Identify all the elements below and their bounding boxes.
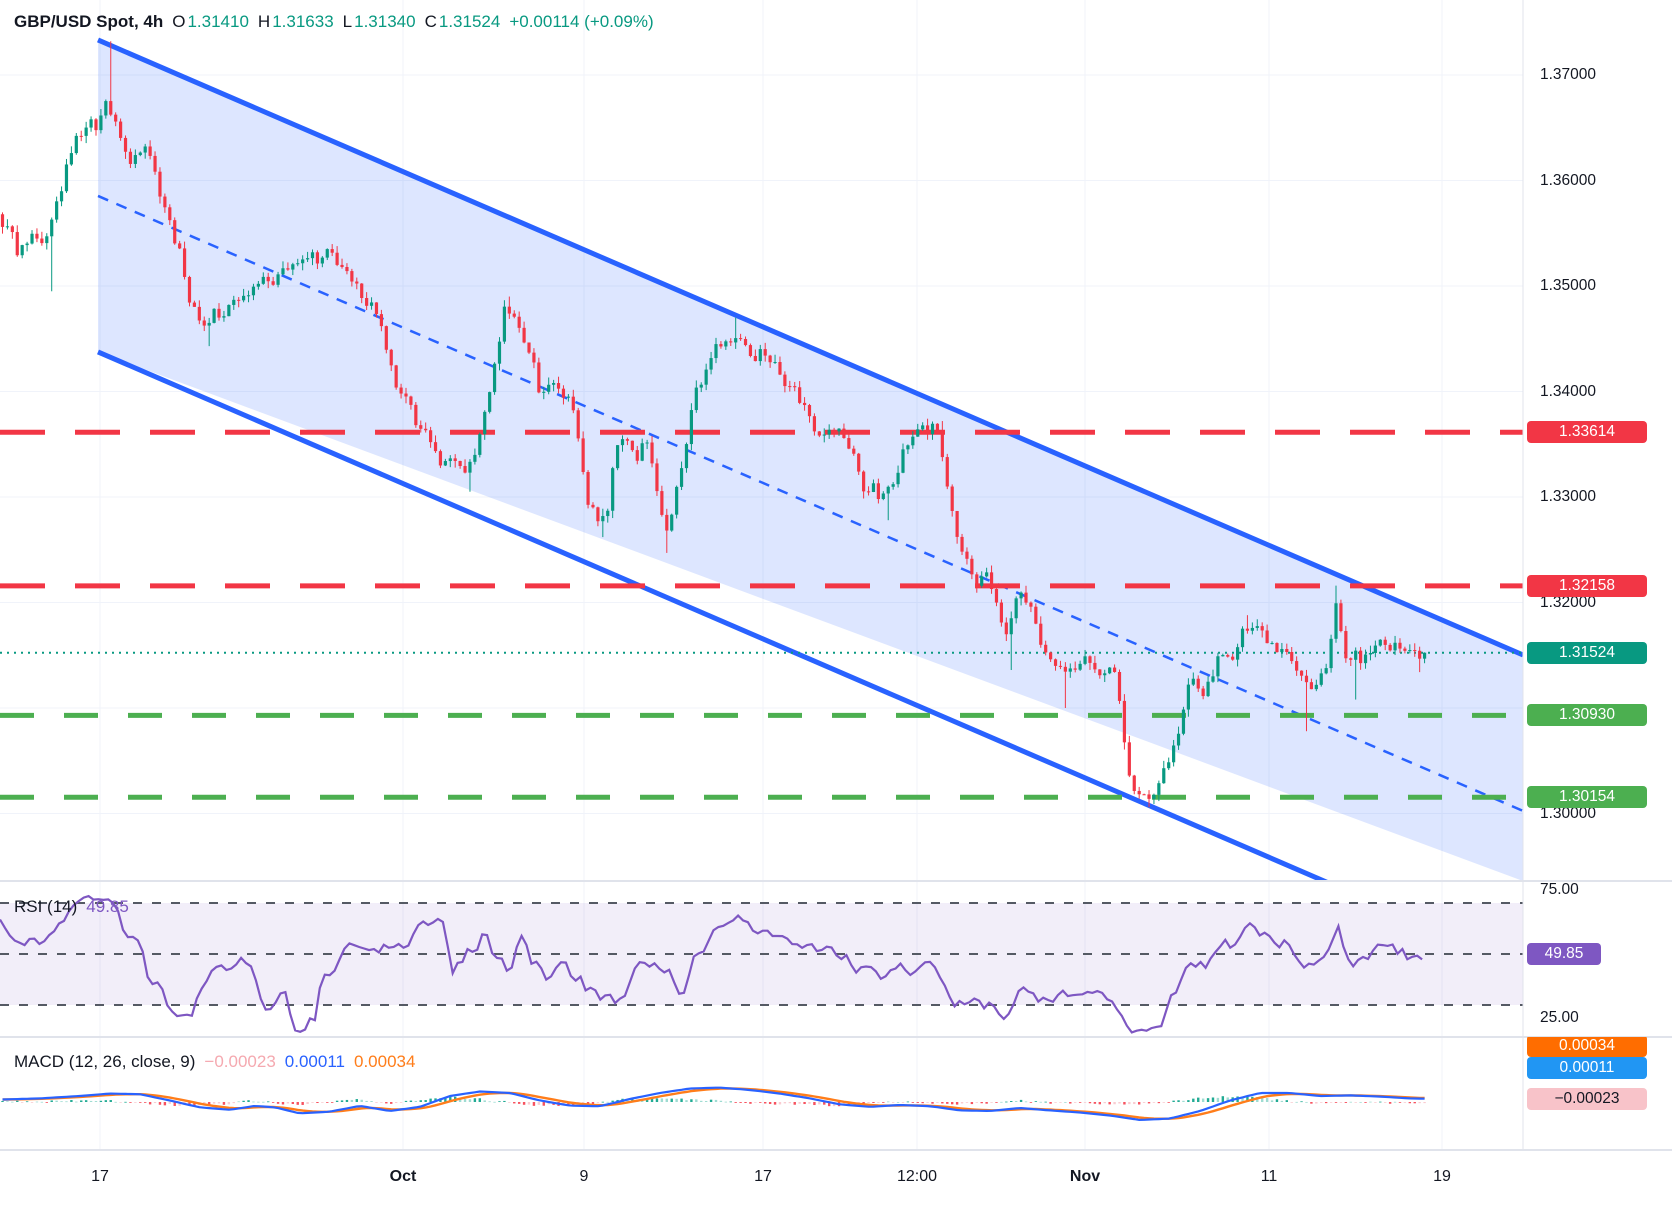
rsi-legend: RSI (14) 49.85	[14, 897, 129, 917]
rsi-label[interactable]: RSI (14)	[14, 897, 78, 916]
rsi-axis-label-75.00: 75.00	[1540, 881, 1579, 899]
price-label-1.30000: 1.30000	[1540, 804, 1597, 822]
current-price-badge: 1.31524	[1527, 641, 1647, 664]
channel-upper-line	[97, 37, 1523, 658]
support-2-badge: 1.30154	[1527, 786, 1647, 809]
time-tick-19: 19	[1433, 1168, 1451, 1185]
price-label-1.35000: 1.35000	[1540, 277, 1597, 294]
resistance-1-badge: 1.33614	[1527, 421, 1647, 444]
time-tick-Oct: Oct	[389, 1168, 417, 1185]
rsi-value-badge: 49.85	[1527, 943, 1601, 966]
time-tick-17: 17	[754, 1168, 772, 1185]
price-label-1.33000: 1.33000	[1540, 488, 1597, 505]
rsi-axis-label-25.00: 25.00	[1540, 1008, 1579, 1026]
macd-histogram-value: −0.00023	[204, 1052, 276, 1071]
channel-lower-line	[97, 349, 1331, 881]
macd-signal-line	[2, 1087, 1425, 1120]
price-label-1.32000: 1.32000	[1540, 593, 1597, 611]
macd-signal-value: 0.00034	[354, 1052, 416, 1071]
macd-label[interactable]: MACD (12, 26, close, 9)	[14, 1052, 196, 1071]
candlesticks	[0, 41, 1427, 808]
macd-plot	[1, 1096, 1426, 1107]
macd-line-value: 0.00011	[284, 1052, 345, 1071]
time-tick-11: 11	[1260, 1168, 1278, 1185]
ohlc-high: H 1.31633	[257, 12, 334, 31]
ohlc-open: O 1.31410	[172, 12, 249, 31]
resistance-2-badge: 1.32158	[1527, 574, 1647, 597]
rsi-line	[0, 894, 1423, 1034]
time-tick-Nov: Nov	[1069, 1168, 1101, 1185]
time-tick-9: 9	[579, 1168, 589, 1185]
symbol-title[interactable]: GBP/USD Spot, 4h	[14, 12, 164, 31]
ohlc-low: L 1.31340	[342, 12, 416, 31]
support-1-badge: 1.30930	[1527, 704, 1647, 727]
macd-line	[2, 1086, 1425, 1122]
price-label-1.37000: 1.37000	[1540, 66, 1597, 83]
rsi-value: 49.85	[86, 897, 129, 916]
time-tick-17: 17	[91, 1168, 109, 1185]
price-label-1.36000: 1.36000	[1540, 171, 1597, 189]
price-change: +0.00114 (+0.09%)	[509, 12, 654, 31]
time-tick-12:00: 12:00	[896, 1168, 938, 1185]
trend-channel-fill	[98, 39, 1523, 881]
time-axis[interactable]: 17 Oct 9 17 12:00 Nov 11 19	[0, 1150, 1672, 1206]
macd-legend: MACD (12, 26, close, 9) −0.00023 0.00011…	[14, 1052, 415, 1072]
symbol-legend: GBP/USD Spot, 4h O 1.31410 H 1.31633 L 1.31…	[14, 12, 654, 32]
ohlc-close: C 1.31524	[424, 12, 501, 31]
price-label-1.34000: 1.34000	[1540, 382, 1597, 400]
